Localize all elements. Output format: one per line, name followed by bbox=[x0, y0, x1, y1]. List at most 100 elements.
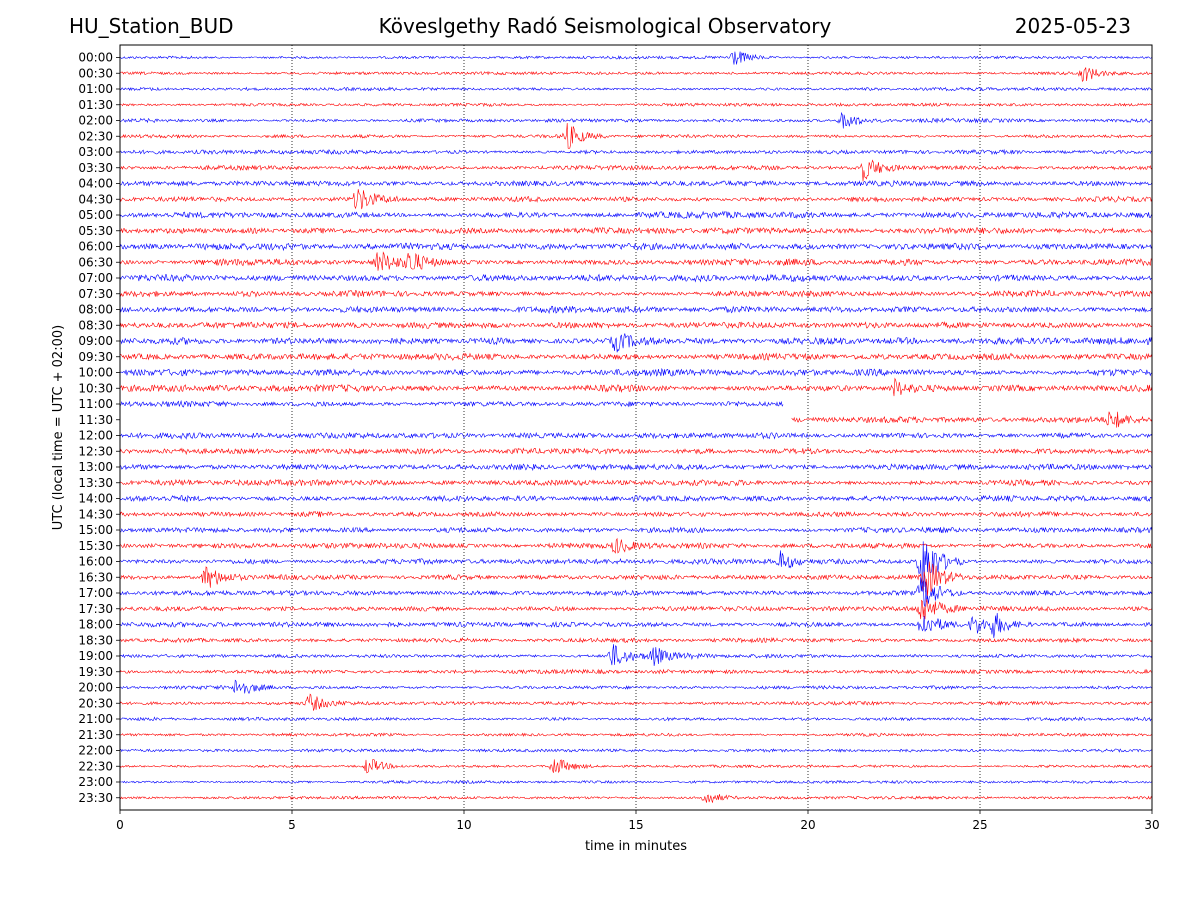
trace-0300 bbox=[119, 148, 1153, 156]
trace-0330 bbox=[119, 159, 1153, 182]
x-tick-label: 25 bbox=[972, 818, 987, 832]
trace-0030 bbox=[119, 67, 1153, 82]
y-tick-label: 06:00 bbox=[78, 240, 113, 254]
trace-1500 bbox=[119, 526, 1153, 534]
y-tick-label: 17:30 bbox=[78, 602, 113, 616]
trace-1930 bbox=[119, 668, 1153, 675]
trace-2030 bbox=[119, 693, 1153, 711]
y-tick-label: 17:00 bbox=[78, 586, 113, 600]
y-tick-label: 10:00 bbox=[78, 366, 113, 380]
y-tick-label: 02:00 bbox=[78, 114, 113, 128]
y-tick-label: 01:00 bbox=[78, 82, 113, 96]
y-tick-label: 12:30 bbox=[78, 444, 113, 458]
trace-1900 bbox=[119, 644, 1153, 666]
trace-0530 bbox=[119, 226, 1153, 235]
y-tick-label: 07:30 bbox=[78, 287, 113, 301]
y-tick-label: 06:30 bbox=[78, 255, 113, 269]
y-tick-label: 13:00 bbox=[78, 460, 113, 474]
trace-2000 bbox=[119, 679, 1153, 695]
x-tick-label: 15 bbox=[628, 818, 643, 832]
trace-2330 bbox=[119, 794, 1153, 803]
trace-2100 bbox=[119, 716, 1153, 722]
y-tick-label: 14:00 bbox=[78, 492, 113, 506]
trace-0900 bbox=[119, 333, 1153, 353]
trace-1130 bbox=[791, 411, 1153, 428]
y-tick-label: 23:00 bbox=[78, 775, 113, 789]
y-tick-label: 09:00 bbox=[78, 334, 113, 348]
trace-1030 bbox=[119, 377, 1153, 397]
trace-2130 bbox=[119, 732, 1153, 738]
y-tick-label: 01:30 bbox=[78, 98, 113, 112]
y-tick-label: 19:30 bbox=[78, 665, 113, 679]
trace-0600 bbox=[119, 242, 1153, 252]
y-tick-label: 14:30 bbox=[78, 507, 113, 521]
x-tick-label: 0 bbox=[116, 818, 124, 832]
y-tick-label: 03:30 bbox=[78, 161, 113, 175]
y-tick-label: 04:30 bbox=[78, 192, 113, 206]
trace-1430 bbox=[119, 510, 1153, 518]
trace-0230 bbox=[119, 122, 1153, 149]
trace-2200 bbox=[119, 748, 1153, 753]
trace-0200 bbox=[119, 111, 1153, 129]
x-axis-label: time in minutes bbox=[585, 839, 687, 854]
station-title: HU_Station_BUD bbox=[69, 14, 234, 38]
y-tick-label: 19:00 bbox=[78, 649, 113, 663]
trace-1100 bbox=[119, 399, 784, 408]
y-tick-label: 23:30 bbox=[78, 791, 113, 805]
y-tick-label: 22:30 bbox=[78, 759, 113, 773]
x-tick-label: 10 bbox=[456, 818, 471, 832]
trace-1830 bbox=[119, 637, 1153, 644]
trace-0100 bbox=[119, 86, 1153, 92]
y-tick-label: 15:30 bbox=[78, 539, 113, 553]
y-tick-label: 20:00 bbox=[78, 681, 113, 695]
y-tick-label: 15:00 bbox=[78, 523, 113, 537]
trace-1700 bbox=[119, 577, 1153, 607]
trace-0500 bbox=[119, 210, 1153, 220]
y-tick-label: 10:30 bbox=[78, 381, 113, 395]
trace-2230 bbox=[119, 759, 1153, 774]
trace-1200 bbox=[119, 431, 1153, 440]
y-tick-label: 22:00 bbox=[78, 744, 113, 758]
trace-1730 bbox=[119, 599, 1153, 620]
date-title: 2025-05-23 bbox=[1014, 14, 1131, 38]
y-tick-label: 08:30 bbox=[78, 318, 113, 332]
y-tick-label: 02:30 bbox=[78, 129, 113, 143]
y-tick-label: 03:00 bbox=[78, 145, 113, 159]
x-tick-label: 30 bbox=[1144, 818, 1159, 832]
trace-1300 bbox=[119, 463, 1153, 472]
trace-1600 bbox=[119, 541, 1153, 592]
trace-2300 bbox=[119, 779, 1153, 785]
y-tick-label: 05:00 bbox=[78, 208, 113, 222]
y-tick-label: 07:00 bbox=[78, 271, 113, 285]
y-tick-label: 00:00 bbox=[78, 51, 113, 65]
trace-1330 bbox=[119, 478, 1153, 487]
trace-0000 bbox=[119, 51, 1153, 65]
trace-0730 bbox=[119, 289, 1153, 298]
trace-1630 bbox=[119, 561, 1153, 598]
trace-0430 bbox=[119, 189, 1153, 210]
y-tick-label: 05:30 bbox=[78, 224, 113, 238]
trace-0800 bbox=[119, 305, 1153, 315]
trace-1530 bbox=[119, 537, 1153, 554]
y-tick-label: 04:00 bbox=[78, 177, 113, 191]
x-tick-label: 20 bbox=[800, 818, 815, 832]
y-tick-label: 12:00 bbox=[78, 429, 113, 443]
y-tick-label: 21:00 bbox=[78, 712, 113, 726]
y-tick-label: 16:30 bbox=[78, 570, 113, 584]
x-tick-label: 5 bbox=[288, 818, 296, 832]
trace-0830 bbox=[119, 321, 1153, 330]
y-tick-label: 18:00 bbox=[78, 618, 113, 632]
y-tick-label: 21:30 bbox=[78, 728, 113, 742]
trace-0630 bbox=[119, 251, 1153, 271]
y-tick-label: 11:00 bbox=[78, 397, 113, 411]
trace-0400 bbox=[119, 179, 1153, 188]
y-tick-label: 18:30 bbox=[78, 633, 113, 647]
trace-0130 bbox=[119, 102, 1153, 108]
trace-0700 bbox=[119, 273, 1153, 283]
y-tick-label: 13:30 bbox=[78, 476, 113, 490]
trace-1000 bbox=[119, 367, 1153, 377]
observatory-title: Köveslgethy Radó Seismological Observato… bbox=[378, 14, 832, 38]
trace-1400 bbox=[119, 494, 1153, 503]
y-tick-label: 00:30 bbox=[78, 66, 113, 80]
